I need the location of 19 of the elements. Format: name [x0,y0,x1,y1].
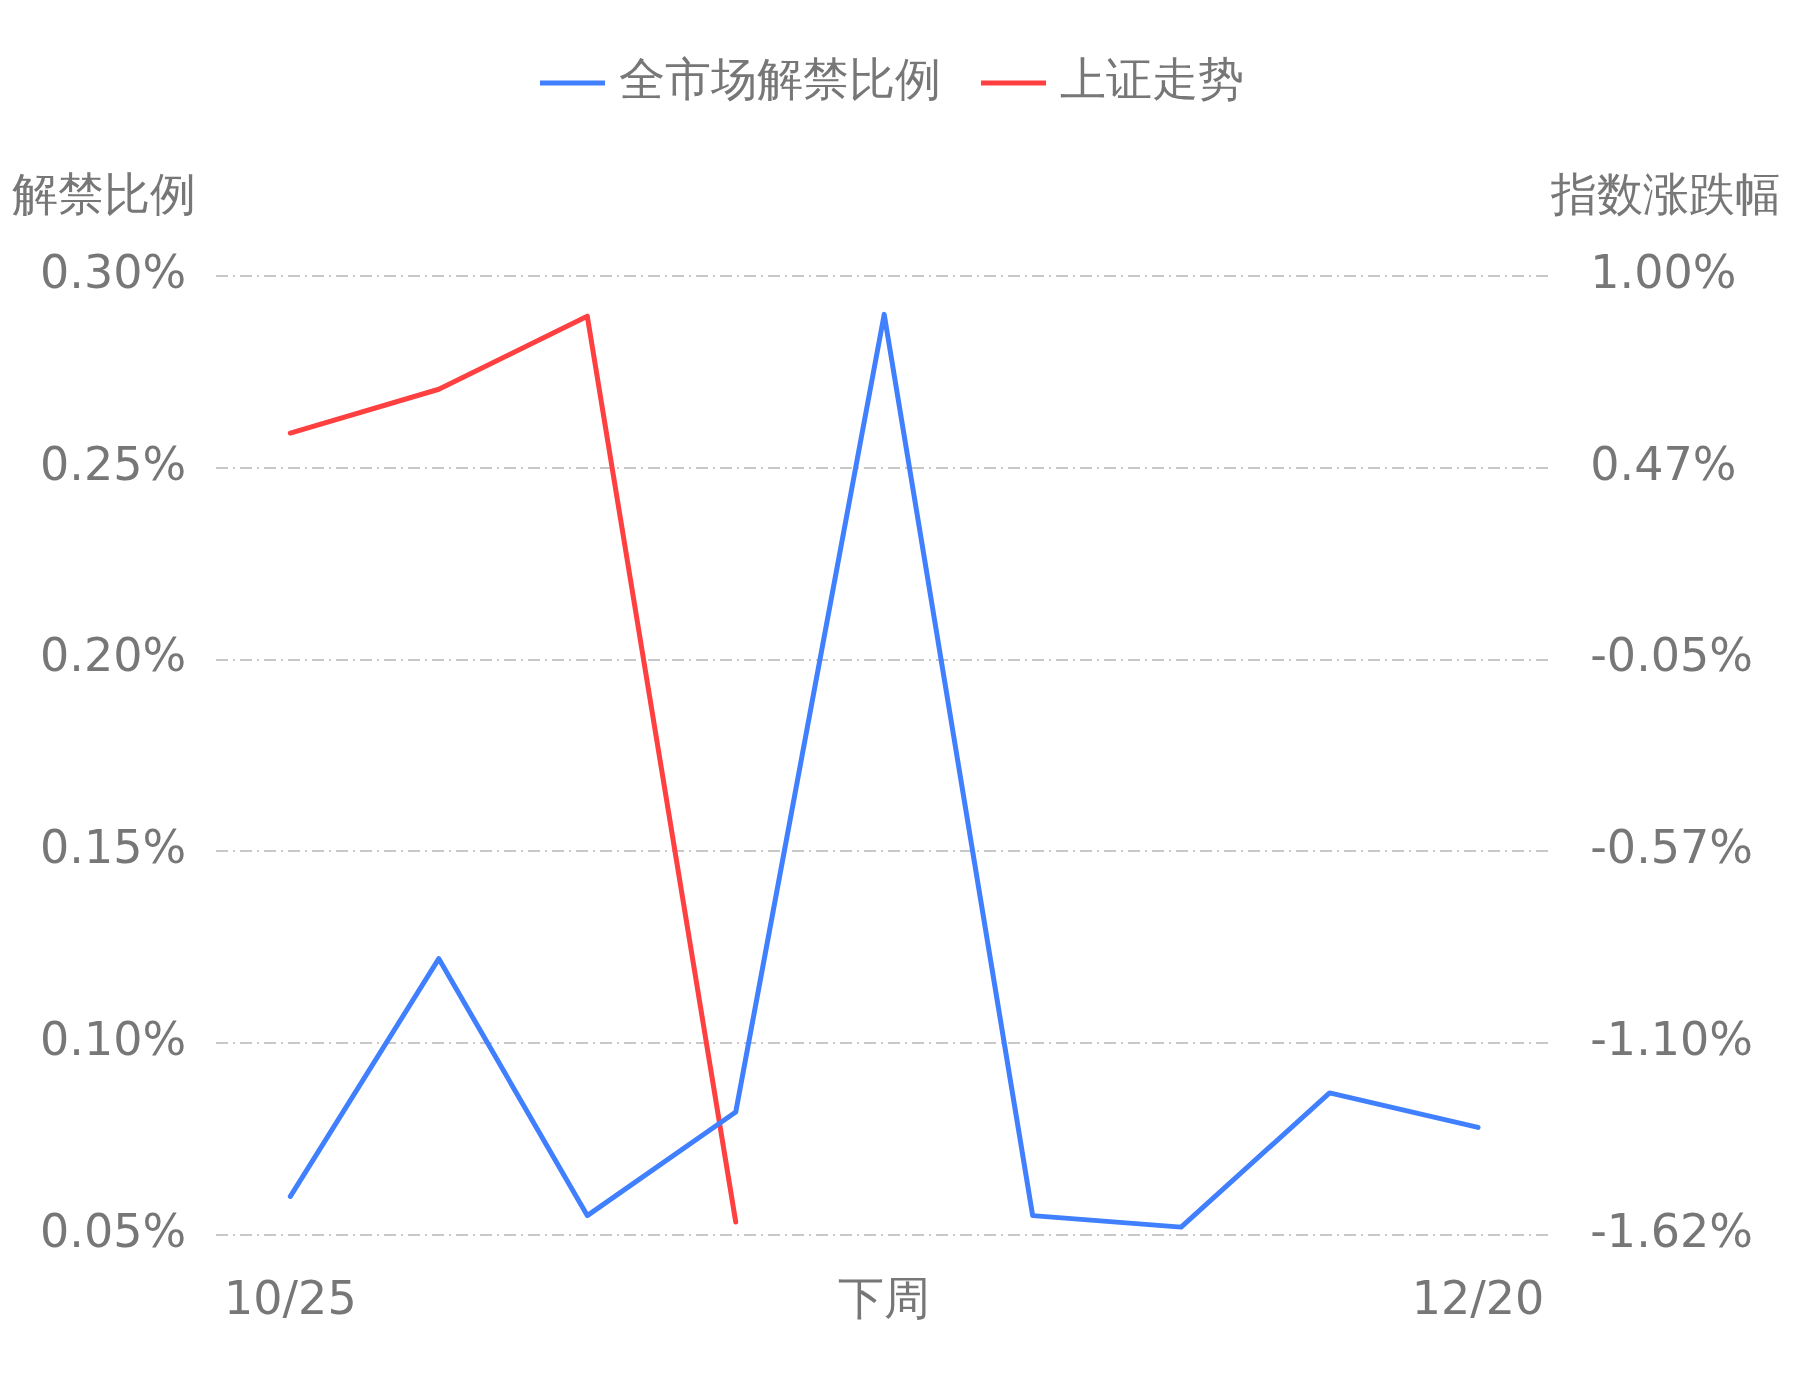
y-tick-label: 0.25% [39,436,187,491]
y-axis-title: 解禁比例 [12,166,196,221]
y2-tick-label: -1.10% [1590,1011,1753,1066]
y2-tick-label: -0.57% [1590,820,1753,875]
legend-label: 全市场解禁比例 [618,51,941,106]
y2-tick-label: -0.05% [1590,628,1753,683]
legend-label: 上证走势 [1059,51,1244,106]
y-tick-label: 0.20% [39,628,187,683]
y-tick-label: 0.10% [39,1011,187,1066]
x-tick-label: 下周 [838,1271,931,1326]
x-tick-label: 10/25 [224,1271,357,1326]
y-tick-label: 0.30% [39,244,187,299]
y2-tick-label: 1.00% [1590,244,1737,299]
y2-tick-label: 0.47% [1590,436,1737,491]
y2-tick-label: -1.62% [1590,1203,1753,1258]
y2-axis-title: 指数涨跌幅 [1550,166,1781,221]
y-tick-label: 0.05% [39,1203,187,1258]
x-tick-label: 12/20 [1411,1271,1545,1326]
y-tick-label: 0.15% [39,820,187,875]
